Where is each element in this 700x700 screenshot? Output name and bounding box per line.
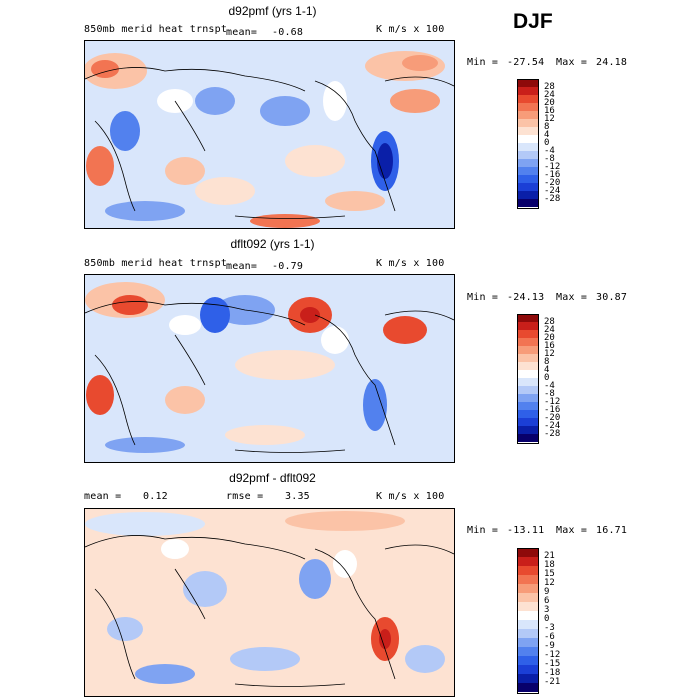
- panel-1-colorbar-label: 4: [544, 130, 550, 140]
- panel-1-colorbar-label: 16: [544, 106, 555, 116]
- panel-3-rmse-label: rmse =: [226, 491, 264, 502]
- panel-1-colorbar-label: 28: [544, 82, 555, 92]
- panel-2-colorbar-label: -8: [544, 389, 555, 399]
- panel-3-colorbar-label: 3: [544, 605, 550, 615]
- panel-1-colorbar-label: -16: [544, 170, 561, 180]
- panel-2-coastlines: [85, 301, 454, 453]
- panel-1-colorbar-label: 0: [544, 138, 550, 148]
- panel-1-colorbar-label: -24: [544, 186, 561, 196]
- panel-2-colorbar-label: -28: [544, 429, 561, 439]
- panel-3-colorbar-label: 0: [544, 614, 550, 624]
- panel-3-units: K m/s x 100: [376, 491, 445, 502]
- panel-3-colorbar-label: 12: [544, 578, 555, 588]
- panel-2-max-label: Max =: [556, 292, 588, 303]
- panel-3-colorbar-label: -9: [544, 641, 555, 651]
- panel-1-mean-label: mean=: [226, 27, 258, 38]
- panel-1-colorbar-label: -4: [544, 146, 555, 156]
- panel-2-colorbar-label: 0: [544, 373, 550, 383]
- panel-1-coastlines: [85, 67, 454, 219]
- panel-3-title: d92pmf - dflt092: [229, 471, 316, 485]
- panel-3-colorbar-label: 6: [544, 596, 550, 606]
- panel-2-colorbar-label: 12: [544, 349, 555, 359]
- panel-1-title: d92pmf (yrs 1-1): [228, 4, 317, 18]
- panel-2-colorbar-label: 8: [544, 357, 550, 367]
- panel-3-map: [84, 508, 455, 697]
- panel-2-colorbar-label: -24: [544, 421, 561, 431]
- panel-1-max-label: Max =: [556, 57, 588, 68]
- panel-1-min-label: Min =: [467, 57, 499, 68]
- panel-1-colorbar-label: 12: [544, 114, 555, 124]
- panel-1-colorbar-label: 24: [544, 90, 555, 100]
- panel-2-colorbar-label: -4: [544, 381, 555, 391]
- panel-1-colorbar-label: 20: [544, 98, 555, 108]
- panel-2-colorbar-label: 4: [544, 365, 550, 375]
- panel-2-subtitle: 850mb merid heat trnspt: [84, 258, 228, 269]
- panel-2-units: K m/s x 100: [376, 258, 445, 269]
- panel-1-map: [84, 40, 455, 229]
- panel-1-colorbar-label: -12: [544, 162, 561, 172]
- panel-1-colorbar-label: -20: [544, 178, 561, 188]
- panel-3-colorbar-label: -12: [544, 650, 561, 660]
- panel-3-colorbar-label: -6: [544, 632, 555, 642]
- panel-3-rmse-value: 3.35: [285, 491, 310, 502]
- panel-2-max-value: 30.87: [596, 292, 628, 303]
- panel-1-colorbar-label: 8: [544, 122, 550, 132]
- panel-3-mean-label: mean =: [84, 491, 122, 502]
- panel-3-max-value: 16.71: [596, 525, 628, 536]
- panel-3-colorbar-label: -3: [544, 623, 555, 633]
- panel-2-contour-fill: [85, 282, 427, 453]
- panel-3-coastlines: [85, 535, 454, 687]
- panel-3-colorbar-label: 9: [544, 587, 550, 597]
- panel-2-colorbar-label: 28: [544, 317, 555, 327]
- panel-1-units: K m/s x 100: [376, 24, 445, 35]
- panel-2-mean-value: -0.79: [272, 261, 304, 272]
- panel-3-colorbar-label: 21: [544, 551, 555, 561]
- panel-2-colorbar-label: 16: [544, 341, 555, 351]
- panel-2-min-value: -24.13: [507, 292, 545, 303]
- panel-3-colorbar-label: 15: [544, 569, 555, 579]
- panel-2-min-label: Min =: [467, 292, 499, 303]
- panel-2-colorbar-label: -16: [544, 405, 561, 415]
- panel-1-contour-fill: [85, 51, 445, 228]
- panel-3-contour-fill: [85, 511, 445, 684]
- panel-2-colorbar-label: 20: [544, 333, 555, 343]
- panel-3-mean-value: 0.12: [143, 491, 168, 502]
- panel-2-colorbar-label: -20: [544, 413, 561, 423]
- panel-2-title: dflt092 (yrs 1-1): [230, 237, 315, 251]
- panel-1-mean-value: -0.68: [272, 27, 304, 38]
- panel-2-colorbar-label: 24: [544, 325, 555, 335]
- panel-3-min-label: Min =: [467, 525, 499, 536]
- panel-2-colorbar-label: -12: [544, 397, 561, 407]
- panel-3-min-value: -13.11: [507, 525, 545, 536]
- panel-1-subtitle: 850mb merid heat trnspt: [84, 24, 228, 35]
- panel-1-min-value: -27.54: [507, 57, 545, 68]
- panel-1-colorbar-label: -28: [544, 194, 561, 204]
- panel-3-colorbar-label: -18: [544, 668, 561, 678]
- panel-1-max-value: 24.18: [596, 57, 628, 68]
- panel-3-max-label: Max =: [556, 525, 588, 536]
- panel-2-mean-label: mean=: [226, 261, 258, 272]
- panel-3-colorbar-label: -15: [544, 659, 561, 669]
- panel-3-colorbar-label: 18: [544, 560, 555, 570]
- panel-2-map: [84, 274, 455, 463]
- panel-3-colorbar-label: -21: [544, 677, 561, 687]
- panel-1-colorbar-label: -8: [544, 154, 555, 164]
- season-label: DJF: [513, 10, 553, 33]
